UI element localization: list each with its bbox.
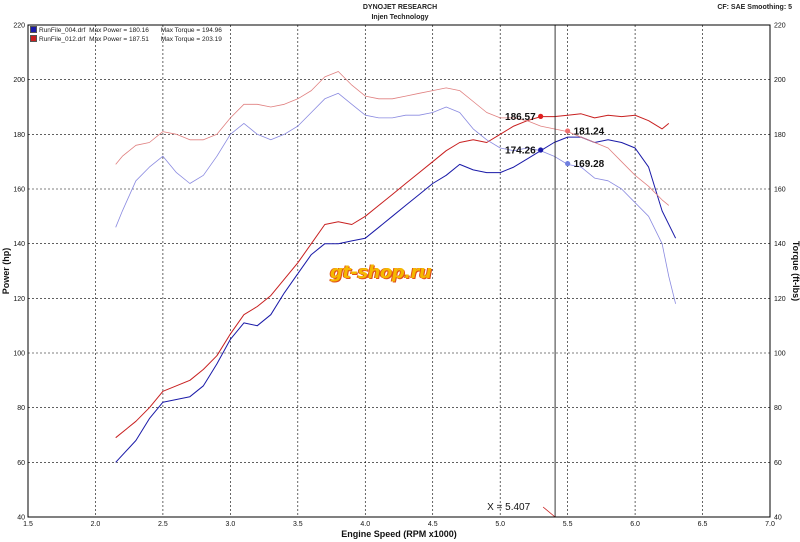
- x-tick-label: 3.0: [225, 521, 235, 528]
- y2-tick-labels: 40 60 80 100 120 140 160 180 200 220: [774, 23, 786, 522]
- y-tick-label: 120: [13, 296, 25, 303]
- y2-tick-label: 120: [774, 296, 786, 303]
- x-tick-label: 4.0: [360, 521, 370, 528]
- x-tick-label: 3.5: [293, 521, 303, 528]
- series-line-torque-004: [115, 92, 676, 304]
- y2-axis-label: Torque (ft-lbs): [791, 241, 800, 301]
- cursor-tail: [542, 506, 556, 518]
- legend-power-label: Max Power =: [89, 27, 128, 34]
- legend-swatch: [30, 26, 37, 33]
- legend-entry-004: RunFile_004.drf Max Power = 180.16 Max T…: [30, 26, 222, 34]
- x-axis-label: Engine Speed (RPM x1000): [341, 529, 457, 539]
- legend-power-value: 180.16: [129, 27, 149, 34]
- series-line-torque-012: [115, 71, 670, 206]
- y-tick-label: 40: [17, 515, 25, 522]
- x-tick-label: 7.0: [765, 521, 775, 528]
- marker-group: 186.57 181.24 174.26 169.28: [505, 112, 605, 170]
- cursor-readout: X = 5.407: [487, 502, 531, 513]
- y2-tick-label: 100: [774, 351, 786, 358]
- marker-dot: [538, 113, 544, 119]
- series-line-power-004: [115, 136, 677, 463]
- x-tick-label: 5.5: [563, 521, 573, 528]
- x-tick-label: 6.5: [698, 521, 708, 528]
- x-tick-label: 5.0: [495, 521, 505, 528]
- y-tick-label: 80: [17, 405, 25, 412]
- x-tick-label: 2.5: [158, 521, 168, 528]
- grid: [28, 25, 770, 517]
- chart-title: DYNOJET RESEARCH: [362, 4, 438, 11]
- legend-torque-value: 194.96: [201, 27, 222, 34]
- cursor-group: X = 5.407: [487, 25, 556, 518]
- x-tick-label: 2.0: [91, 521, 101, 528]
- y2-tick-label: 80: [774, 405, 782, 412]
- y2-tick-label: 160: [774, 187, 786, 194]
- y-tick-label: 200: [13, 77, 25, 84]
- chart-subtitle: Injen Technology: [371, 14, 429, 21]
- x-tick-labels: 1.5 2.0 2.5 3.0 3.5 4.0 4.5 5.0 5.5 6.0 6.5 7.0: [23, 521, 775, 528]
- marker-dot: [538, 147, 544, 153]
- marker-label: 181.24: [574, 126, 605, 137]
- legend-file: RunFile_012.drf: [39, 36, 86, 43]
- marker-dot: [565, 128, 571, 134]
- legend-swatch: [30, 35, 37, 42]
- legend-entry-012: RunFile_012.drf Max Power = 187.51 Max T…: [30, 35, 222, 43]
- y-tick-label: 220: [13, 23, 25, 30]
- y-tick-label: 180: [13, 132, 25, 139]
- y-tick-label: 60: [17, 460, 25, 467]
- y2-tick-label: 40: [774, 515, 782, 522]
- y2-tick-label: 60: [774, 460, 782, 467]
- legend-file: RunFile_004.drf: [39, 27, 86, 34]
- y-tick-labels: 40 60 80 100 120 140 160 180 200 220: [13, 23, 25, 522]
- marker-dot: [565, 161, 571, 167]
- legend-torque-value: 203.19: [201, 36, 222, 43]
- settings-readout: CF: SAE Smoothing: 5: [717, 4, 792, 11]
- series-group: [115, 71, 677, 463]
- x-tick-label: 4.5: [428, 521, 438, 528]
- legend-power-value: 187.51: [129, 36, 149, 43]
- series-line-power-012: [115, 113, 670, 439]
- watermark-logo: gt-shop.ru: [330, 262, 432, 283]
- y-axis-label: Power (hp): [1, 248, 11, 295]
- legend-power-label: Max Power =: [89, 36, 128, 43]
- y2-tick-label: 140: [774, 241, 786, 248]
- marker-label: 186.57: [505, 112, 536, 123]
- marker-label: 169.28: [574, 159, 605, 170]
- plot-frame: [27, 24, 771, 518]
- legend-torque-label: Max Torque =: [160, 27, 201, 34]
- y-tick-label: 100: [13, 351, 25, 358]
- y-tick-label: 140: [13, 241, 25, 248]
- y-tick-label: 160: [13, 187, 25, 194]
- legend-torque-label: Max Torque =: [160, 36, 201, 43]
- y2-tick-label: 180: [774, 132, 786, 139]
- x-tick-label: 6.0: [630, 521, 640, 528]
- marker-label: 174.26: [505, 146, 536, 157]
- x-tick-label: 1.5: [23, 521, 33, 528]
- y2-tick-label: 220: [774, 23, 786, 30]
- y2-tick-label: 200: [774, 77, 786, 84]
